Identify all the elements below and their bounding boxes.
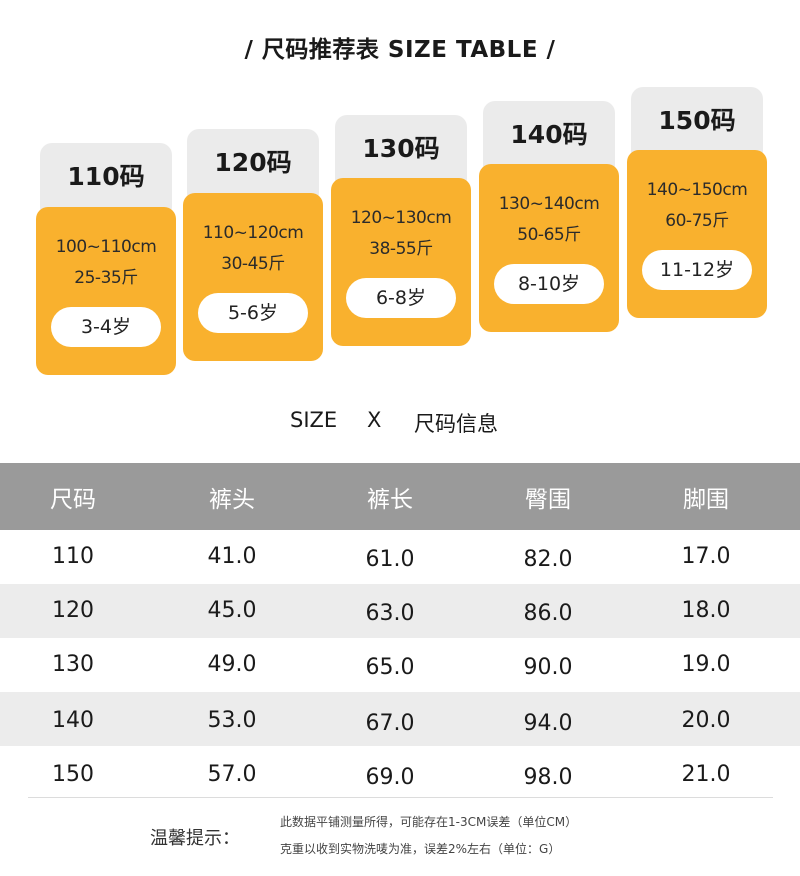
cell-hip: 90.0: [523, 655, 573, 680]
size-card-weight: 25-35斤: [74, 268, 138, 288]
size-card-weight: 60-75斤: [665, 211, 729, 231]
size-card-age-pill: 5-6岁: [198, 293, 308, 333]
cell-size: 110: [52, 544, 94, 569]
cell-size: 120: [52, 598, 94, 623]
size-card-height: 100~110cm: [55, 237, 157, 257]
cell-length: 67.0: [365, 711, 415, 736]
cell-waist: 53.0: [207, 708, 257, 733]
cell-leg-opening: 20.0: [681, 708, 731, 733]
size-card-weight: 30-45斤: [221, 254, 285, 274]
cell-waist: 49.0: [207, 652, 257, 677]
table-header: 尺码 裤头 裤长 臀围 脚围: [0, 463, 800, 530]
size-card-age-pill: 3-4岁: [51, 307, 161, 347]
subtitle-x: X: [367, 408, 382, 432]
size-card-body: 100~110cm 25-35斤 3-4岁: [36, 207, 176, 375]
cell-hip: 86.0: [523, 601, 573, 626]
cell-length: 63.0: [365, 601, 415, 626]
size-card-age-pill: 8-10岁: [494, 264, 604, 304]
cell-waist: 57.0: [207, 762, 257, 787]
size-card-body: 120~130cm 38-55斤 6-8岁: [331, 178, 471, 346]
page-title: / 尺码推荐表 SIZE TABLE /: [244, 37, 556, 63]
size-card-age-pill: 11-12岁: [642, 250, 752, 290]
cell-leg-opening: 18.0: [681, 598, 731, 623]
cell-waist: 41.0: [207, 544, 257, 569]
column-header-waist: 裤头: [209, 487, 255, 513]
size-card-label: 110码: [40, 143, 172, 219]
cell-size: 150: [52, 762, 94, 787]
size-card-body: 140~150cm 60-75斤 11-12岁: [627, 150, 767, 318]
size-card-body: 110~120cm 30-45斤 5-6岁: [183, 193, 323, 361]
column-header-hip: 臀围: [525, 487, 571, 513]
cell-length: 61.0: [365, 547, 415, 572]
table-row: 140 53.0 67.0 94.0 20.0: [0, 692, 800, 746]
table-row: 130 49.0 65.0 90.0 19.0: [0, 638, 800, 692]
subtitle-info: 尺码信息: [414, 412, 498, 436]
column-header-leg-opening: 脚围: [683, 487, 729, 513]
column-header-length: 裤长: [367, 487, 413, 513]
size-card-height: 110~120cm: [202, 223, 304, 243]
cell-leg-opening: 21.0: [681, 762, 731, 787]
size-card-age-pill: 6-8岁: [346, 278, 456, 318]
cell-waist: 45.0: [207, 598, 257, 623]
table-row: 120 45.0 63.0 86.0 18.0: [0, 584, 800, 638]
size-card-label: 120码: [187, 129, 319, 205]
cell-length: 65.0: [365, 655, 415, 680]
size-card-weight: 38-55斤: [369, 239, 433, 259]
cell-leg-opening: 19.0: [681, 652, 731, 677]
cell-hip: 94.0: [523, 711, 573, 736]
column-header-size: 尺码: [50, 487, 96, 513]
cell-size: 140: [52, 708, 94, 733]
size-card-weight: 50-65斤: [517, 225, 581, 245]
note-label: 温馨提示：: [150, 828, 240, 849]
note-line: 此数据平铺测量所得，可能存在1-3CM误差（单位CM）: [280, 815, 578, 829]
size-card-height: 120~130cm: [350, 208, 452, 228]
section-subtitle: SIZE X 尺码信息: [0, 408, 800, 438]
size-card-body: 130~140cm 50-65斤 8-10岁: [479, 164, 619, 332]
table-row: 110 41.0 61.0 82.0 17.0: [0, 530, 800, 584]
size-card-height: 130~140cm: [498, 194, 600, 214]
cell-size: 130: [52, 652, 94, 677]
note-line: 克重以收到实物洗唛为准，误差2%左右（单位：G）: [280, 842, 561, 856]
size-card-height: 140~150cm: [646, 180, 748, 200]
cell-hip: 82.0: [523, 547, 573, 572]
cell-hip: 98.0: [523, 765, 573, 790]
subtitle-size: SIZE: [290, 408, 338, 432]
table-row: 150 57.0 69.0 98.0 21.0: [0, 746, 800, 800]
divider: [28, 797, 773, 798]
cell-length: 69.0: [365, 765, 415, 790]
cell-leg-opening: 17.0: [681, 544, 731, 569]
